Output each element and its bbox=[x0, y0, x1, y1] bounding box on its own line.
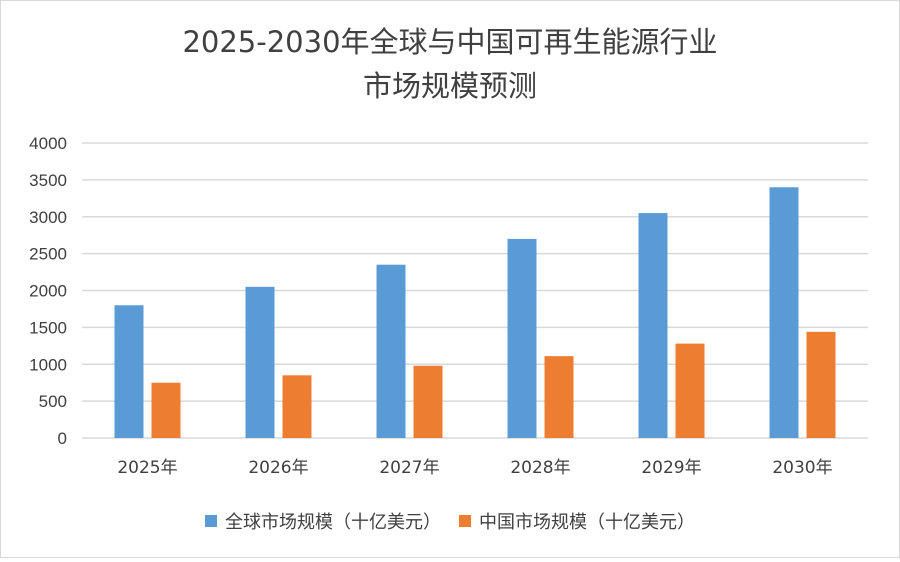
y-tick-label: 4000 bbox=[29, 134, 67, 153]
x-tick-label: 2026年 bbox=[248, 458, 308, 478]
legend-label-china: 中国市场规模（十亿美元） bbox=[479, 512, 695, 533]
y-tick-label: 0 bbox=[58, 429, 67, 448]
bar-global bbox=[376, 264, 406, 438]
bar-china bbox=[151, 382, 181, 438]
legend-item-china: 中国市场规模（十亿美元） bbox=[459, 508, 695, 534]
chart-title-line1: 2025-2030年全球与中国可再生能源行业 bbox=[182, 25, 718, 59]
x-tick-label: 2028年 bbox=[510, 458, 570, 478]
x-tick-label: 2029年 bbox=[641, 458, 701, 478]
bar-global bbox=[245, 286, 275, 438]
legend-swatch-china bbox=[459, 515, 471, 527]
x-tick-label: 2030年 bbox=[772, 458, 832, 478]
bar-china bbox=[675, 343, 705, 438]
bar-china bbox=[544, 356, 574, 438]
bar-global bbox=[114, 305, 144, 438]
y-tick-label: 2000 bbox=[29, 282, 67, 301]
legend-label-global: 全球市场规模（十亿美元） bbox=[225, 512, 441, 533]
bar-china bbox=[282, 375, 312, 438]
y-tick-label: 1000 bbox=[29, 355, 67, 374]
x-tick-label: 2025年 bbox=[117, 458, 177, 478]
y-tick-label: 3500 bbox=[29, 171, 67, 190]
legend-item-global: 全球市场规模（十亿美元） bbox=[205, 508, 441, 534]
bar-china bbox=[806, 331, 836, 438]
bar-global bbox=[638, 213, 668, 438]
bar-china bbox=[413, 365, 443, 438]
x-tick-label: 2027年 bbox=[379, 458, 439, 478]
bar-global bbox=[769, 187, 799, 438]
y-tick-label: 500 bbox=[39, 392, 67, 411]
y-tick-label: 3000 bbox=[29, 208, 67, 227]
legend: 全球市场规模（十亿美元） 中国市场规模（十亿美元） bbox=[0, 508, 900, 534]
legend-swatch-global bbox=[205, 515, 217, 527]
chart-title-line2: 市场规模预测 bbox=[362, 69, 537, 103]
y-tick-label: 1500 bbox=[29, 318, 67, 337]
y-tick-label: 2500 bbox=[29, 245, 67, 264]
bar-global bbox=[507, 238, 537, 438]
